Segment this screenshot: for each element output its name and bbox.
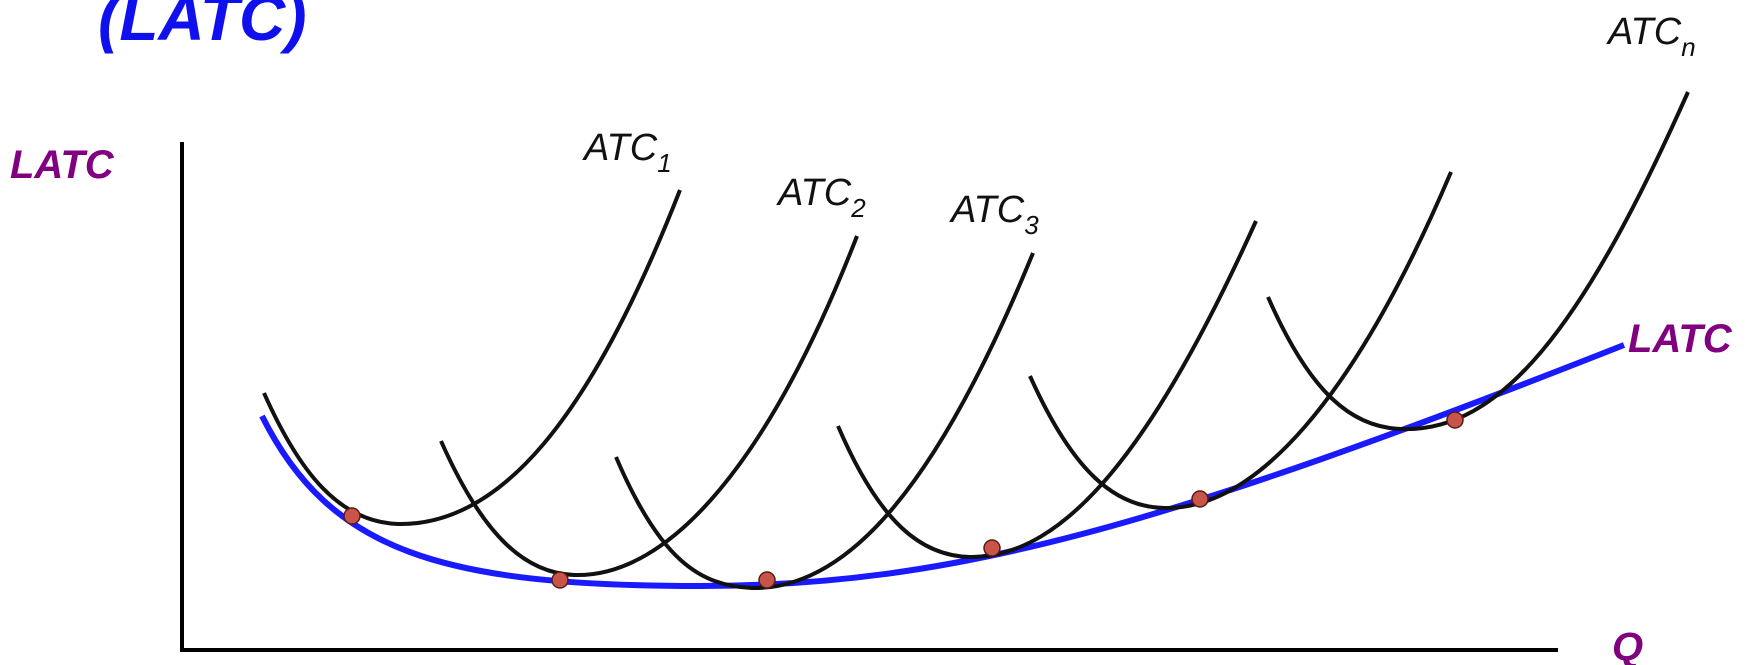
tangency-point: [1191, 490, 1209, 508]
tangency-point: [551, 571, 569, 589]
y-axis-label: LATC: [10, 143, 115, 187]
atc-1-curve: [262, 189, 682, 527]
atc-2-label-subscript: 2: [850, 193, 866, 223]
atc-n-curve: [1266, 91, 1690, 432]
tangency-point: [343, 507, 361, 525]
x-axis-label: Q: [1612, 625, 1643, 665]
atc-1-label: ATC1: [582, 127, 672, 178]
tangency-point: [758, 571, 776, 589]
curve-labels: ATC1 ATC2 ATC3 ATCn: [582, 11, 1696, 240]
tangency-point: [983, 539, 1001, 557]
atc-3-curve: [614, 252, 1035, 591]
atc-n-label-subscript: n: [1681, 32, 1695, 62]
atc-1-label-base: ATC: [582, 127, 658, 169]
atc-n-label: ATCn: [1606, 11, 1696, 62]
atc-n-label-base: ATC: [1606, 11, 1682, 53]
axes: [180, 142, 1558, 652]
tangency-points: [343, 411, 1464, 589]
diagram-title: (LATC): [98, 0, 307, 54]
atc-5-curve: [1028, 171, 1453, 511]
atc-3-label-subscript: 3: [1024, 210, 1039, 240]
atc-1-label-subscript: 1: [657, 148, 671, 178]
atc-3-label-base: ATC: [949, 189, 1025, 231]
tangency-point: [1446, 411, 1464, 429]
latc-curve-label: LATC: [1628, 317, 1733, 361]
atc-3-label: ATC3: [949, 189, 1039, 240]
atc-4-curve: [836, 220, 1258, 560]
atc-2-label: ATC2: [776, 172, 866, 223]
atc-2-label-base: ATC: [776, 172, 852, 214]
atc-2-curve: [439, 235, 859, 578]
latc-envelope-curve: [259, 342, 1626, 590]
short-run-curves: [262, 91, 1690, 591]
